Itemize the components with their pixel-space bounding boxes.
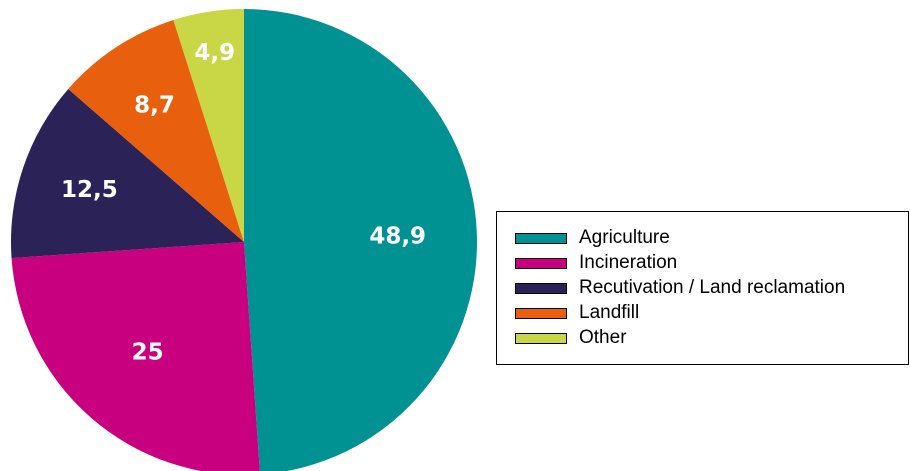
legend-label-landfill: Landfill <box>579 302 640 323</box>
legend-swatch-landfill <box>515 307 567 319</box>
legend-item-other: Other <box>515 328 627 348</box>
legend-swatch-agriculture <box>515 232 567 244</box>
legend-item-recutivation: Recutivation / Land reclamation <box>515 278 845 298</box>
slice-value-label-landfill: 8,7 <box>134 93 175 119</box>
pie-slices <box>11 8 477 471</box>
legend-swatch-other <box>515 332 567 344</box>
legend-item-incineration: Incineration <box>515 253 677 273</box>
slice-value-label-other: 4,9 <box>194 40 235 66</box>
legend-item-agriculture: Agriculture <box>515 228 670 248</box>
legend-label-agriculture: Agriculture <box>579 227 670 248</box>
legend-label-other: Other <box>579 327 627 348</box>
slice-value-label-agriculture: 48,9 <box>369 224 426 250</box>
pie-slice-other <box>173 8 244 242</box>
legend-swatch-recutivation <box>515 282 567 294</box>
slice-labels: 48,9 25 12,5 8,7 4,9 <box>61 40 426 366</box>
slice-value-label-incineration: 25 <box>132 340 164 366</box>
legend: Agriculture Incineration Recutivation / … <box>496 211 909 365</box>
legend-item-landfill: Landfill <box>515 303 639 323</box>
pie-slice-agriculture <box>244 9 477 471</box>
pie-slice-landfill <box>68 19 244 243</box>
legend-label-incineration: Incineration <box>579 252 678 273</box>
pie-slice-incineration <box>11 242 260 471</box>
pie-slice-recutivation <box>11 89 245 259</box>
slice-value-label-recutivation: 12,5 <box>61 177 118 203</box>
legend-label-recutivation: Recutivation / Land reclamation <box>579 277 846 298</box>
legend-swatch-incineration <box>515 257 567 269</box>
